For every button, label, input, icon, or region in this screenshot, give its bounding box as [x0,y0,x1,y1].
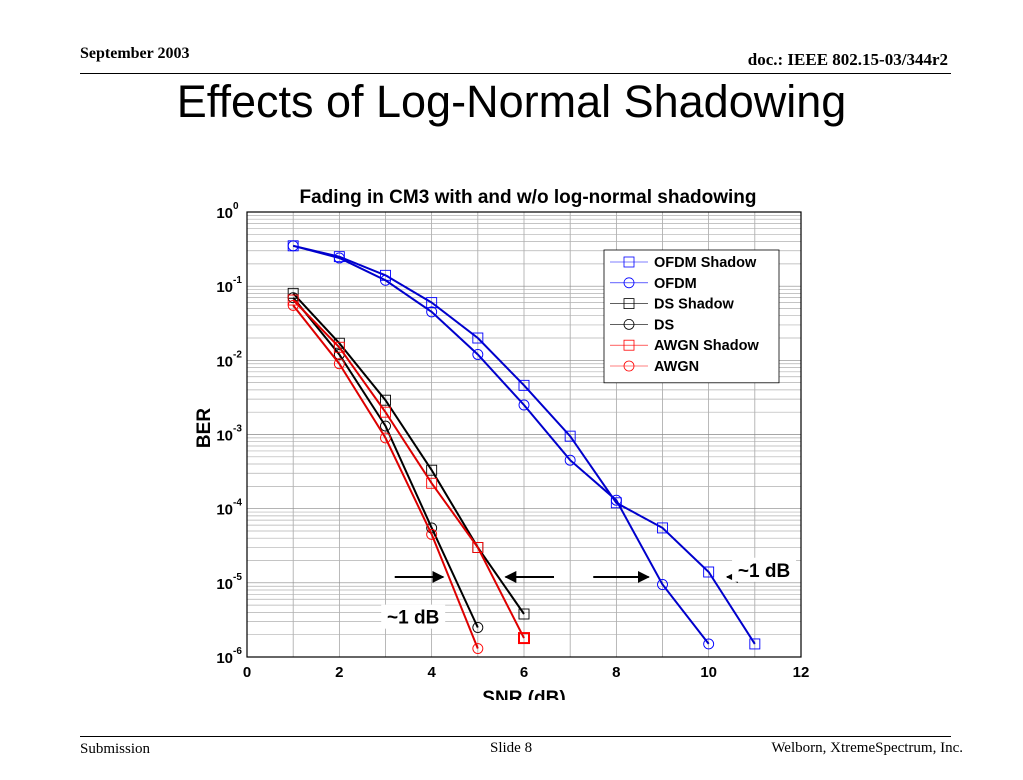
data-point [426,306,438,318]
legend-marker [623,339,635,351]
data-point [333,252,345,264]
footer-author: Welborn, XtremeSpectrum, Inc. [771,740,963,756]
data-point [703,566,715,578]
y-tick-label: 10 [216,502,233,519]
data-point [518,379,530,391]
plot-frame [246,211,802,658]
data-point [518,608,530,620]
data-point [657,579,668,590]
annotation-bg [732,557,797,582]
y-tick-label: 10 [216,353,233,370]
y-tick-exponent: -3 [233,424,242,435]
header-rule [80,73,951,74]
chart-title: Fading in CM3 with and w/o log-normal sh… [299,187,756,208]
y-tick-label: 10 [216,428,233,445]
data-point [287,240,299,252]
x-tick-label: 8 [612,664,620,681]
data-point [472,622,484,633]
x-tick-label: 6 [520,664,528,681]
data-point [380,432,391,444]
y-tick-label: 10 [216,576,233,593]
data-point [333,358,345,370]
legend-marker [623,318,635,330]
x-tick-label: 2 [335,664,343,681]
series-line-ds-shadow [292,292,525,615]
x-tick-label: 12 [793,664,810,681]
data-point [333,341,345,353]
data-point [380,406,391,418]
legend-label: DS Shadow [654,297,734,313]
data-point [426,477,438,489]
data-point [564,430,576,442]
data-point [426,528,438,540]
data-point [287,299,299,311]
y-tick-exponent: -5 [233,572,242,583]
y-tick-exponent: -1 [233,275,242,286]
series-line-awgn-shadow [292,299,525,639]
data-point [472,332,484,344]
data-point [287,294,299,306]
y-axis-label: BER [194,408,215,448]
series-line-awgn [292,304,479,649]
legend-label: DS [654,317,674,333]
legend-marker [623,360,635,372]
header-doc-id: doc.: IEEE 802.15-03/344r2 [747,50,948,69]
y-tick-exponent: -4 [233,498,242,509]
footer-rule [80,736,951,737]
data-point [472,643,484,654]
data-point [472,349,484,360]
legend-label: AWGN [654,359,699,375]
x-tick-label: 4 [427,664,436,681]
y-tick-label: 10 [216,650,233,667]
series-layer [287,240,761,654]
x-tick-label: 10 [700,664,717,681]
x-axis-label: SNR (dB) [482,688,565,700]
data-point [703,638,715,650]
data-point [426,297,438,309]
series-line-ofdm-shadow [292,244,756,645]
y-tick-label: 10 [216,205,233,222]
data-point [380,394,391,406]
footer-submission: Submission [80,741,151,757]
x-tick-label: 0 [243,664,251,681]
legend-label: AWGN Shadow [654,338,759,354]
legend-marker [623,256,635,268]
data-point [518,399,530,411]
data-point [564,454,576,466]
legend: OFDM Shadow OFDM DS Shadow DS AWGN Shadow AWG… [603,249,780,384]
annotations: ~1 dB ~1 dB [381,557,797,629]
legend-label: OFDM [654,276,697,292]
legend-marker [623,277,635,289]
series-line-ofdm [292,244,710,645]
highlight-point [518,632,530,645]
annotation-label: ~1 dB [387,608,439,629]
y-tick-exponent: -6 [233,646,242,657]
legend-marker [623,298,635,310]
slide-title: Effects of Log-Normal Shadowing [176,76,847,127]
data-point [380,274,391,286]
data-point [472,541,484,553]
annotation-label: ~1 dB [738,561,790,582]
header-date: September 2003 [80,45,190,62]
annotation-bg [381,604,446,629]
legend-box [603,249,780,384]
data-point [749,638,761,650]
footer-slide-number: Slide 8 [490,740,533,756]
y-tick-exponent: -2 [233,349,242,360]
data-point [610,497,622,509]
data-point [380,420,391,432]
data-point [610,494,622,506]
legend-label: OFDM Shadow [654,255,757,271]
y-tick-exponent: 0 [233,201,239,212]
data-point [657,522,668,534]
data-point [426,464,438,476]
series-line-ds [292,297,479,628]
ber-chart: Fading in CM3 with and w/o log-normal sh… [194,187,809,700]
y-tick-label: 10 [216,279,233,296]
